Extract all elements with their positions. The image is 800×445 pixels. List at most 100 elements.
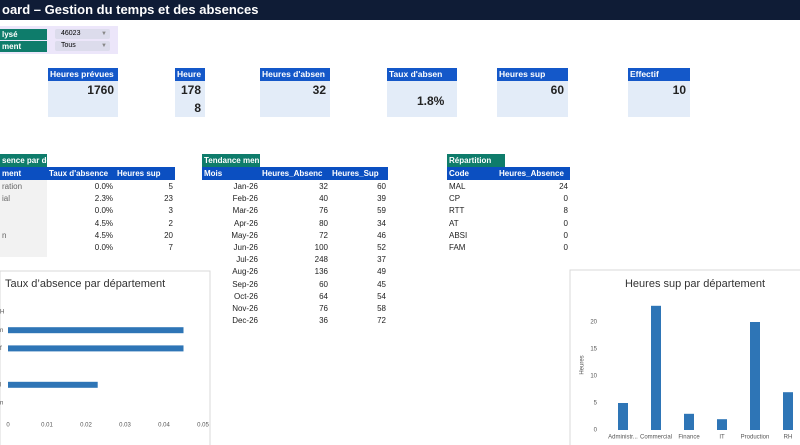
table-cell: 76 xyxy=(319,304,328,313)
table-cell: ABSI xyxy=(449,230,468,240)
table-cell: 64 xyxy=(319,291,328,301)
y-tick-label: f xyxy=(0,346,2,352)
x-tick-label: Production xyxy=(741,435,770,441)
filter-label: ment xyxy=(0,41,47,52)
table-cell: 34 xyxy=(377,218,386,228)
bar xyxy=(618,403,628,430)
table-cell: 36 xyxy=(319,316,328,326)
filter-value: 46023 xyxy=(55,29,110,39)
table-cell: 46 xyxy=(377,230,386,240)
kpi-value: 1.8% xyxy=(417,94,445,108)
table-cell: RTT xyxy=(449,206,465,216)
x-tick-label: 0 xyxy=(6,423,10,429)
table-cell: Apr-26 xyxy=(233,218,258,228)
table-cell: 58 xyxy=(377,304,386,313)
kpi-value: 60 xyxy=(550,83,564,97)
table-cell: 40 xyxy=(319,194,328,204)
table-header: Code xyxy=(447,167,497,180)
table-cell: 60 xyxy=(319,279,328,289)
kpi-value: 1788 xyxy=(180,83,201,115)
table-cell: 39 xyxy=(377,194,386,204)
table-title: sence par dé xyxy=(0,154,47,167)
kpi-label: Heures prévues xyxy=(48,68,118,81)
filter-label: lysé xyxy=(0,29,47,40)
kpi-label: Effectif xyxy=(628,68,690,81)
bar xyxy=(8,327,184,334)
table-cell: 49 xyxy=(377,267,386,277)
table-cell xyxy=(0,216,47,230)
y-tick-label: 15 xyxy=(590,347,597,353)
kpi-value: 32 xyxy=(312,83,326,97)
y-tick-label: 5 xyxy=(594,401,598,407)
table-cell: 52 xyxy=(377,243,386,252)
x-tick-label: 0.02 xyxy=(80,423,92,429)
chart-panel xyxy=(0,270,211,445)
y-axis-label: Heures xyxy=(580,355,586,374)
table-cell: Mar-26 xyxy=(232,206,258,216)
table-cell xyxy=(0,204,47,218)
kpi-label: Taux d'absen xyxy=(387,68,457,81)
table-cell: 2 xyxy=(168,218,173,228)
table-cell: Sep-26 xyxy=(232,279,258,289)
table-cell: 0 xyxy=(563,230,568,240)
table-cell: 45 xyxy=(377,279,386,289)
table-cell: MAL xyxy=(449,182,466,191)
table-cell: 54 xyxy=(377,291,386,301)
table-cell: 0.0% xyxy=(94,182,113,191)
header-title: oard – Gestion du temps et des absences xyxy=(0,0,800,20)
x-tick-label: 0.04 xyxy=(158,423,170,429)
table-cell: 23 xyxy=(164,194,173,204)
bar xyxy=(684,413,694,430)
table-header: ment xyxy=(0,167,47,180)
table-cell: 2.3% xyxy=(94,194,113,204)
x-tick-label: Commercial xyxy=(640,435,672,441)
table-cell: 0.0% xyxy=(94,206,113,216)
x-tick-label: Finance xyxy=(678,435,700,441)
table-cell: ration xyxy=(0,180,47,193)
table-cell: Dec-26 xyxy=(232,316,258,326)
table-cell: 24 xyxy=(559,182,568,191)
table-header: Taux d'absence xyxy=(47,167,115,180)
kpi-label: Heures sup xyxy=(497,68,568,81)
y-tick-label: 20 xyxy=(590,320,597,326)
table-cell: 32 xyxy=(319,182,328,191)
y-tick-label: H xyxy=(0,310,4,316)
table-cell: 60 xyxy=(377,182,386,191)
table-cell: May-26 xyxy=(231,230,258,240)
x-tick-label: IT xyxy=(719,435,725,441)
table-cell: 0 xyxy=(563,194,568,204)
bar xyxy=(651,305,661,430)
chart-title: Heures sup par département xyxy=(625,278,765,290)
table-cell: 248 xyxy=(314,255,328,265)
table-header: Heures sup xyxy=(115,167,175,180)
filter-arrow: ▼ xyxy=(101,31,107,37)
table-cell: FAM xyxy=(449,243,466,252)
table-cell: Jul-26 xyxy=(236,255,258,265)
y-tick-label: n xyxy=(0,328,3,334)
kpi-label: Heure xyxy=(175,68,205,81)
table-header: Heures_Sup xyxy=(330,167,388,180)
table-cell: 7 xyxy=(168,243,173,252)
table-cell: 0 xyxy=(563,218,568,228)
table-cell: Aug-26 xyxy=(232,267,258,277)
table-cell xyxy=(0,241,47,254)
kpi-value: 10 xyxy=(672,83,686,97)
table-cell: Feb-26 xyxy=(232,194,258,204)
table-cell: 4.5% xyxy=(94,218,113,228)
bar xyxy=(8,345,184,352)
table-cell: Jun-26 xyxy=(233,243,258,252)
chart-title: Taux d’absence par département xyxy=(5,278,165,290)
table-cell: 37 xyxy=(377,255,386,265)
table-cell: n xyxy=(0,228,47,242)
x-tick-label: RH xyxy=(784,435,793,441)
bar xyxy=(783,392,793,430)
table-cell: 72 xyxy=(319,230,328,240)
table-cell: 0 xyxy=(563,243,568,252)
table-cell-bg xyxy=(0,253,47,258)
table-cell: 0.0% xyxy=(94,243,113,252)
y-tick-label: l xyxy=(0,382,1,388)
kpi-label: Heures d'absen xyxy=(260,68,330,81)
table-cell: 136 xyxy=(314,267,328,277)
table-cell: 20 xyxy=(164,230,173,240)
